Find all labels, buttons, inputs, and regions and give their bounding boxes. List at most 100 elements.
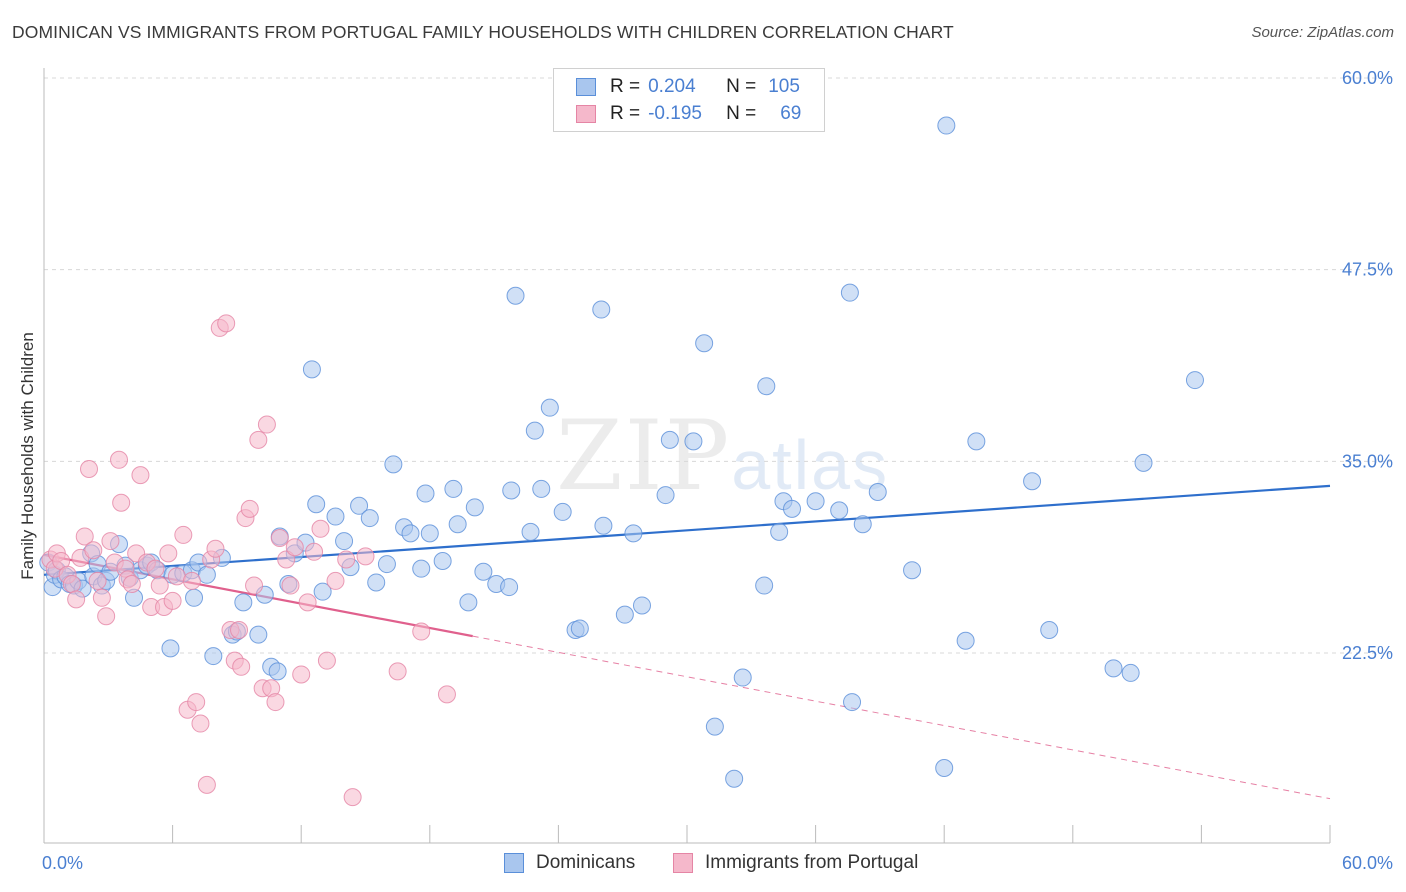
dominicans-point <box>204 647 223 666</box>
portugal-point <box>80 460 99 478</box>
dominicans-point <box>506 286 525 305</box>
legend-item-portugal[interactable]: Immigrants from Portugal <box>673 852 918 874</box>
n-value: 105 <box>768 76 800 97</box>
portugal-point <box>437 685 456 704</box>
portugal-point <box>412 622 431 641</box>
dominicans-point <box>249 625 268 644</box>
portugal-point <box>249 430 268 449</box>
dominicans-point <box>532 479 551 498</box>
dominicans-point <box>840 283 859 302</box>
dominicans-point <box>783 499 802 518</box>
portugal-point <box>112 493 131 512</box>
portugal-point <box>75 527 94 546</box>
axes <box>43 68 1331 844</box>
portugal-trend-projection <box>472 635 1331 800</box>
dominicans-point <box>1185 371 1204 390</box>
portugal-point <box>92 588 111 607</box>
portugal-point <box>62 575 81 593</box>
portugal-point <box>159 544 178 563</box>
dominicans-point <box>903 561 922 580</box>
dominicans-point <box>502 481 521 500</box>
portugal-point <box>285 538 304 557</box>
portugal-point <box>317 651 336 670</box>
dominicans-point <box>313 582 332 601</box>
dominicans-point <box>725 769 744 788</box>
x-tick-label: 60.0% <box>1342 853 1393 873</box>
dominicans-point <box>733 668 752 687</box>
dominicans-point <box>326 507 345 526</box>
series-legend: Dominicans Immigrants from Portugal <box>0 852 1406 878</box>
dominicans-point <box>1134 453 1153 472</box>
y-tick-label: 47.5% <box>1342 260 1393 280</box>
n-value: 69 <box>780 103 802 124</box>
dominicans-point <box>161 639 180 658</box>
dominicans-point <box>448 515 467 534</box>
portugal-point <box>97 607 116 626</box>
portugal-point <box>356 547 375 566</box>
dominicans-point <box>433 552 452 570</box>
dominicans-point <box>830 501 849 520</box>
data-points <box>39 116 1204 807</box>
portugal-point <box>388 662 407 681</box>
dominicans-point <box>234 593 253 612</box>
dominicans-point <box>615 605 634 624</box>
portugal-point <box>337 550 356 569</box>
stats-legend: R = 0.204 N = 105 R = -0.195 N = 69 <box>553 68 825 132</box>
dominicans-point <box>335 532 354 551</box>
portugal-point <box>232 657 251 676</box>
dominicans-point <box>868 483 887 501</box>
portugal-point <box>163 591 182 610</box>
portugal-point <box>174 525 193 544</box>
portugal-point <box>257 415 276 434</box>
dominicans-trend-line <box>43 484 1331 576</box>
dominicans-point <box>594 516 613 535</box>
dominicans-point <box>185 588 204 607</box>
portugal-swatch <box>576 105 596 123</box>
portugal-point <box>122 575 141 593</box>
dominicans-point <box>624 524 643 543</box>
dominicans-point <box>937 116 956 135</box>
dominicans-point <box>377 555 396 574</box>
portugal-point <box>197 775 216 794</box>
portugal-point <box>343 788 362 807</box>
dominicans-swatch <box>576 78 596 96</box>
r-label: R = <box>610 76 641 97</box>
portugal-point <box>240 499 259 518</box>
legend-item-dominicans[interactable]: Dominicans <box>504 852 635 874</box>
dominicans-point <box>384 455 403 474</box>
dominicans-point <box>401 524 420 543</box>
dominicans-point <box>757 377 776 396</box>
dominicans-point <box>806 492 825 511</box>
dominicans-point <box>935 759 954 777</box>
x-tick-label: 0.0% <box>42 853 83 873</box>
dominicans-point <box>474 562 493 581</box>
n-label: N = <box>726 103 757 124</box>
dominicans-point <box>500 578 519 597</box>
dominicans-point <box>465 498 484 517</box>
dominicans-point <box>360 509 379 528</box>
dominicans-point <box>367 573 386 592</box>
source-credit: Source: ZipAtlas.com <box>1251 24 1394 41</box>
dominicans-point <box>592 300 611 319</box>
portugal-point <box>230 621 249 639</box>
portugal-point <box>245 576 264 595</box>
dominicans-point <box>350 496 369 515</box>
dominicans-point <box>967 432 986 451</box>
portugal-point <box>150 576 169 595</box>
dominicans-point <box>660 430 679 449</box>
portugal-point <box>270 529 289 547</box>
dominicans-point <box>1121 663 1140 682</box>
portugal-point <box>88 571 107 590</box>
portugal-point <box>167 567 186 586</box>
dominicans-point <box>632 596 651 615</box>
legend-row-dominicans: R = 0.204 N = 105 <box>576 75 800 99</box>
dominicans-point <box>956 631 975 650</box>
portugal-point <box>326 571 345 590</box>
portugal-point <box>101 532 120 551</box>
dominicans-point <box>302 360 321 379</box>
dominicans-point <box>695 334 714 353</box>
dominicans-point <box>1040 621 1059 639</box>
portugal-point <box>298 593 317 612</box>
dominicans-point <box>656 486 675 505</box>
